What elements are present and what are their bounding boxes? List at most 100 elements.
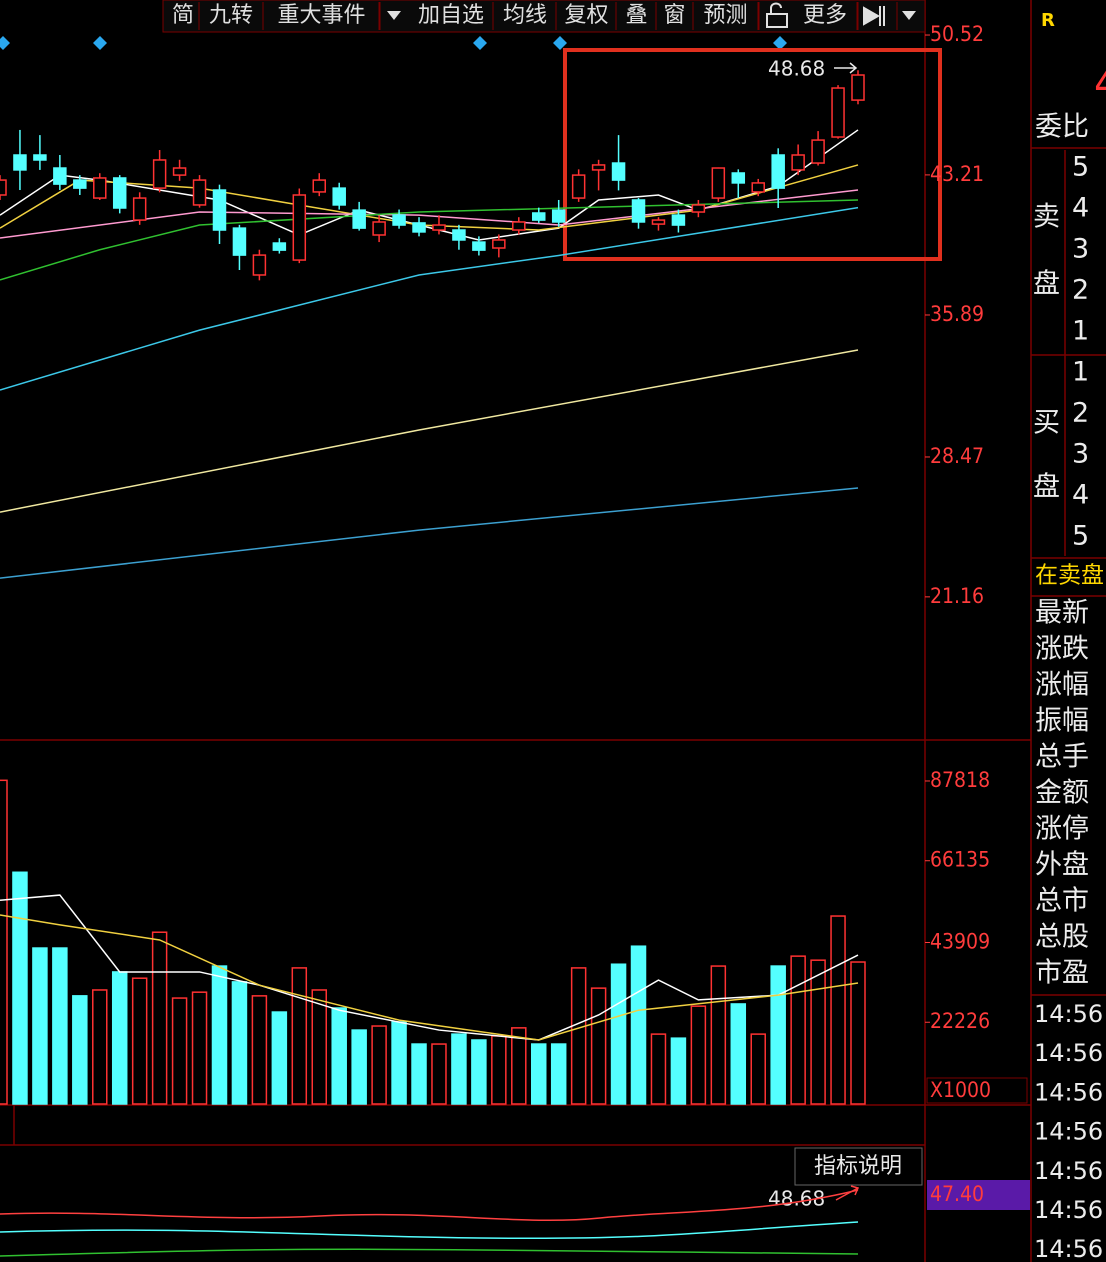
- ratio-label: 委比: [1035, 112, 1089, 143]
- quote-label: 涨幅: [1035, 670, 1089, 701]
- volume-bar: [231, 981, 248, 1105]
- volume-bar: [491, 1035, 507, 1105]
- candle-body: [172, 167, 187, 176]
- jump-end-icon[interactable]: [863, 6, 885, 26]
- candle-body: [771, 154, 785, 189]
- y-tick-label: 87818: [930, 768, 990, 792]
- dropdown-icon[interactable]: [902, 11, 916, 20]
- quote-label: 金额: [1035, 778, 1089, 809]
- volume-bar: [431, 1043, 447, 1105]
- toolbar-button[interactable]: 重大事件: [277, 3, 365, 28]
- badge: R: [1041, 10, 1055, 31]
- volume-average-line: [0, 914, 859, 1041]
- volume-bar: [171, 997, 188, 1105]
- candle-body: [731, 172, 746, 184]
- volume-bar: [191, 991, 208, 1105]
- moving-average-line: [0, 199, 859, 281]
- moving-average-line: [0, 164, 859, 231]
- level-number: 1: [1072, 316, 1089, 347]
- indicator-button[interactable]: [794, 1147, 923, 1186]
- volume-bar: [550, 1043, 567, 1105]
- level-number: 4: [1072, 480, 1089, 511]
- volume-bar: [710, 965, 727, 1105]
- candle-body: [611, 162, 626, 181]
- candle-body: [551, 209, 566, 223]
- volume-bar: [830, 915, 846, 1105]
- level-number: 3: [1072, 234, 1089, 265]
- volume-bar: [111, 971, 128, 1105]
- volume-bar: [590, 987, 607, 1105]
- candle-body: [332, 187, 346, 206]
- volume-bar: [610, 963, 627, 1105]
- quote-label: 总手: [1035, 742, 1089, 773]
- toolbar-button[interactable]: 窗: [663, 3, 685, 28]
- unit-label: X1000: [930, 1078, 991, 1102]
- level-number: 4: [1072, 193, 1089, 224]
- candle-body: [531, 212, 546, 221]
- candle-body: [312, 179, 327, 193]
- indicator-button-label[interactable]: 指标说明: [814, 1154, 902, 1179]
- y-tick-label: 21.16: [930, 584, 984, 608]
- trade-time: 14:56: [1034, 1039, 1103, 1067]
- volume-bar: [511, 1027, 527, 1105]
- toolbar-button[interactable]: 复权: [564, 3, 608, 28]
- y-tick-label: 50.52: [930, 22, 984, 46]
- toolbar-button[interactable]: 更多: [803, 3, 847, 28]
- volume-bar: [570, 967, 587, 1105]
- volume-bar: [411, 1043, 427, 1105]
- y-tick-label: 35.89: [930, 302, 984, 326]
- level-number: 1: [1072, 357, 1089, 388]
- y-tick-label: 43909: [930, 929, 990, 953]
- candle-body: [851, 74, 865, 101]
- quote-label: 最新: [1035, 598, 1089, 629]
- trade-time: 14:56: [1034, 1157, 1103, 1185]
- price-box: [927, 1180, 1030, 1210]
- candle-body: [591, 164, 606, 171]
- volume-bar: [52, 947, 68, 1105]
- unit-box: [926, 1077, 1028, 1104]
- moving-average-line: [0, 206, 859, 391]
- price-digit: 4: [1094, 61, 1106, 107]
- volume-bar: [790, 955, 806, 1105]
- lock-icon[interactable]: [766, 2, 788, 28]
- candle-body: [73, 179, 87, 189]
- volume-bar: [291, 967, 308, 1105]
- toolbar-button[interactable]: 九转: [209, 3, 253, 28]
- volume-bar: [271, 1011, 288, 1105]
- side-vertical-label: 买: [1033, 408, 1060, 439]
- quote-label: 振幅: [1035, 706, 1089, 737]
- candle-body: [811, 139, 825, 164]
- level-number: 2: [1072, 275, 1089, 306]
- y-tick-label: 28.47: [930, 444, 984, 468]
- volume-bar: [92, 989, 108, 1105]
- candle-body: [232, 227, 247, 256]
- volume-bar: [690, 1005, 707, 1105]
- volume-bar: [850, 961, 866, 1105]
- candle-body: [492, 239, 506, 249]
- toolbar-button[interactable]: 均线: [503, 3, 547, 28]
- high-arrow: [834, 62, 858, 74]
- candle-body: [571, 174, 586, 199]
- toolbar-button[interactable]: 简: [172, 3, 194, 28]
- candle-body: [671, 214, 686, 226]
- candle-body: [631, 199, 646, 223]
- toolbar-button[interactable]: 加自选: [418, 3, 484, 28]
- volume-average-line: [0, 894, 859, 1041]
- toolbar-button[interactable]: 叠: [625, 3, 647, 28]
- toolbar-bg: [162, 0, 926, 33]
- order-status: 在卖盘: [1035, 563, 1104, 589]
- event-markers: [0, 36, 787, 50]
- quote-label: 总股: [1035, 922, 1089, 953]
- quote-label: 涨跌: [1035, 634, 1089, 665]
- candle-body: [33, 154, 47, 161]
- dropdown-icon[interactable]: [387, 11, 401, 20]
- candle-body: [651, 219, 666, 225]
- high-annotation: 48.68: [768, 57, 825, 81]
- trade-time: 14:56: [1034, 1000, 1103, 1028]
- side-vertical-label: 盘: [1033, 472, 1060, 503]
- candle-body: [691, 204, 706, 213]
- candle-body: [53, 167, 67, 185]
- candle-body: [212, 189, 227, 231]
- toolbar-button[interactable]: 预测: [703, 3, 747, 28]
